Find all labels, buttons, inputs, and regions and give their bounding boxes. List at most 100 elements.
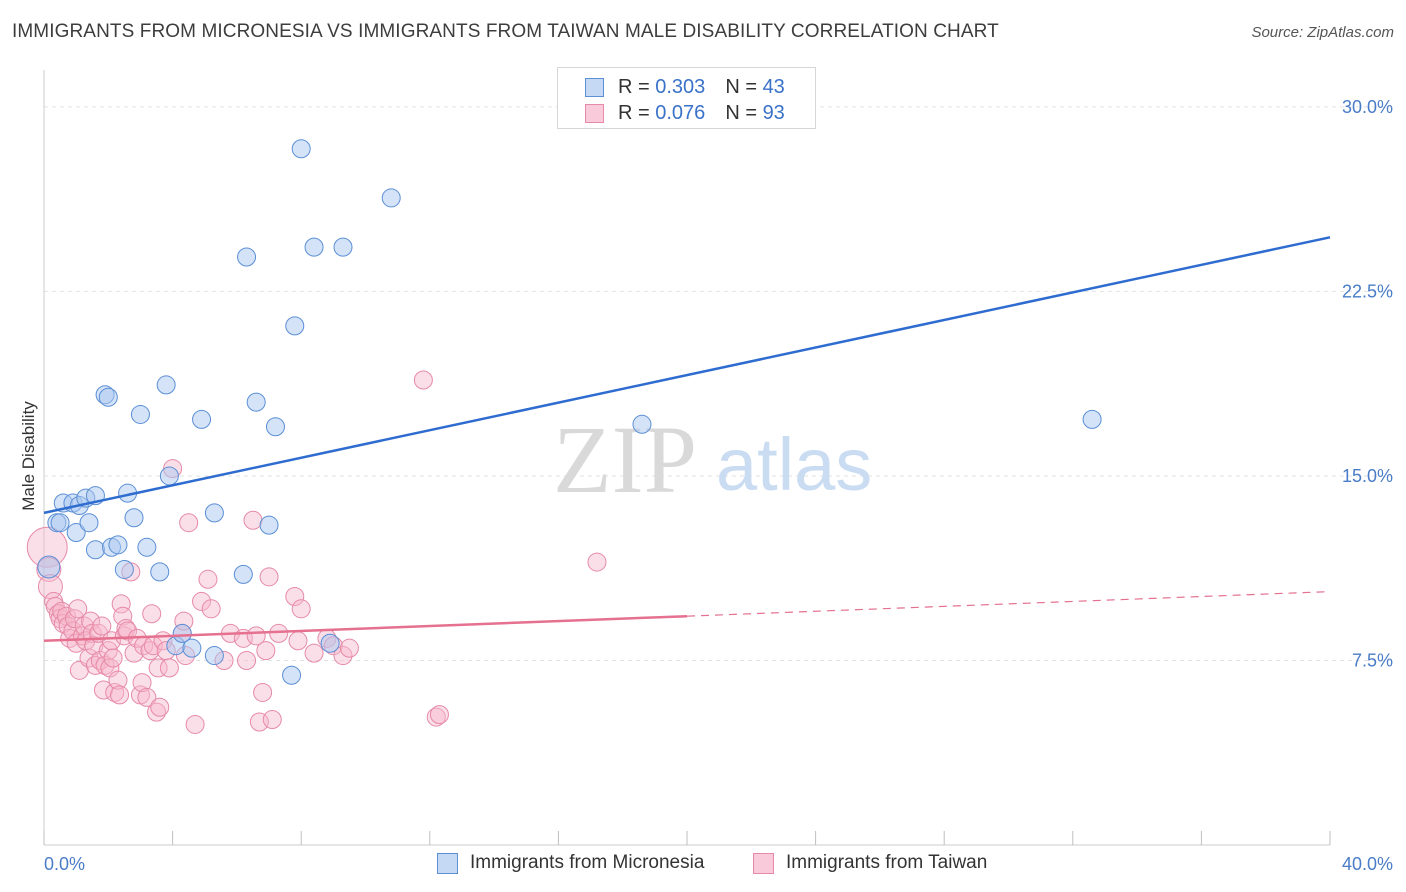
data-point-taiwan [92,616,112,636]
data-point-taiwan [124,643,144,663]
bottom-legend-label-micronesia: Immigrants from Micronesia [470,852,705,873]
axes [43,70,1331,846]
data-point-micronesia [246,392,266,412]
data-point-micronesia [632,414,652,434]
data-point-taiwan [150,697,170,717]
data-point-taiwan [413,370,433,390]
data-point-taiwan [288,631,308,651]
data-point-taiwan [243,510,263,530]
data-point-micronesia [282,665,302,685]
y-tick-label: 7.5% [1352,650,1393,670]
data-point-taiwan [304,643,324,663]
data-point-micronesia [159,466,179,486]
data-point-micronesia [204,646,224,666]
data-point-micronesia [182,638,202,658]
data-point-micronesia [50,513,70,533]
data-point-taiwan [118,621,138,641]
data-point-micronesia [381,188,401,208]
data-point-taiwan [113,606,133,626]
y-tick-label: 15.0% [1342,466,1393,486]
data-point-taiwan [429,705,449,725]
data-point-taiwan [201,599,221,619]
data-point-micronesia [98,387,118,407]
data-point-taiwan [198,569,218,589]
data-point-taiwan [110,685,130,705]
data-point-taiwan [262,710,282,730]
data-point-taiwan [105,682,125,702]
data-point-taiwan [68,599,88,619]
data-point-micronesia [1082,409,1102,429]
data-point-taiwan [108,670,128,690]
data-point-taiwan [339,638,359,658]
series-micronesia [37,139,1102,685]
data-point-micronesia [114,559,134,579]
data-point-micronesia [237,247,257,267]
data-point-taiwan [185,714,205,734]
data-point-taiwan [111,594,131,614]
bottom-legend-swatch-micronesia [437,853,458,874]
legend: R = 0.303 N = 43 R = 0.076 N = 93 [557,67,816,129]
bottom-legend-label-taiwan: Immigrants from Taiwan [786,852,988,873]
legend-n-label: N = [725,76,763,98]
data-point-taiwan [142,604,162,624]
legend-r-value: 0.303 [655,76,706,98]
data-point-micronesia [79,513,99,533]
trend-lines [43,236,1331,643]
x-tick-label: 40.0% [1342,854,1393,874]
watermark: ZIP atlas [553,406,872,513]
data-point-micronesia [320,633,340,653]
legend-swatch-taiwan [585,104,604,123]
legend-swatch-micronesia [585,78,604,97]
data-point-taiwan [179,513,199,533]
data-point-taiwan [256,641,276,661]
data-point-taiwan [426,707,446,727]
data-point-taiwan [285,587,305,607]
data-point-micronesia [108,535,128,555]
data-point-micronesia [124,508,144,528]
data-point-taiwan [237,650,257,670]
data-point-taiwan [132,673,152,693]
tick-labels: 7.5% 15.0% 22.5% 30.0% 0.0% 40.0% [44,97,1393,874]
data-point-micronesia [204,503,224,523]
chart-title: IMMIGRANTS FROM MICRONESIA VS IMMIGRANTS… [12,21,999,42]
bottom-legend-swatch-taiwan [753,853,774,874]
data-point-micronesia [333,237,353,257]
trend-line-micronesia [43,236,1331,515]
data-point-taiwan [269,623,289,643]
data-point-taiwan [140,641,160,661]
trend-line-taiwan-extrapolated [686,590,1331,617]
data-point-taiwan [148,658,168,678]
x-tick-label: 0.0% [44,854,85,874]
data-point-micronesia [259,515,279,535]
data-point-taiwan [79,648,99,668]
data-point-taiwan [137,687,157,707]
data-point-taiwan [159,658,179,678]
data-point-micronesia [285,316,305,336]
data-point-micronesia [150,562,170,582]
watermark-zip: ZIP [553,406,697,513]
data-point-micronesia [265,417,285,437]
data-point-micronesia [137,537,157,557]
legend-r-label: R = [618,76,656,98]
data-point-taiwan [587,552,607,572]
data-point-taiwan [253,682,273,702]
trend-line-taiwan [43,614,688,643]
data-point-micronesia [172,623,192,643]
data-point-micronesia [156,375,176,395]
legend-r-label: R = [618,102,656,124]
y-axis-label: Male Disability [19,401,38,511]
data-point-taiwan [291,599,311,619]
grid-lines [44,106,1392,661]
data-point-taiwan [103,648,123,668]
legend-r-value: 0.076 [655,102,706,124]
legend-n-label: N = [725,102,763,124]
watermark-atlas: atlas [716,423,872,506]
data-point-taiwan [259,567,279,587]
data-point-micronesia [37,555,61,579]
data-point-taiwan [333,646,353,666]
data-point-micronesia [291,139,311,159]
y-tick-label: 22.5% [1342,281,1393,301]
chart-source: Source: ZipAtlas.com [1251,24,1394,41]
data-point-micronesia [192,409,212,429]
